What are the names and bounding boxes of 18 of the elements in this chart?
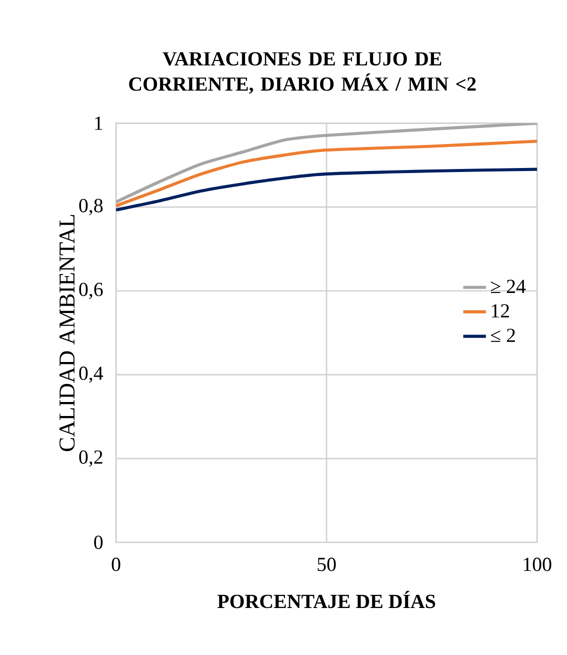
line-series bbox=[116, 123, 538, 204]
line-series bbox=[116, 140, 538, 208]
legend-label: ≤ 2 bbox=[490, 328, 515, 342]
y-axis-title: CALIDAD AMBIENTAL bbox=[60, 214, 75, 452]
y-tick-label: 0,4 bbox=[79, 366, 104, 383]
legend-label: ≥ 24 bbox=[490, 280, 526, 293]
y-tick-label: 1 bbox=[95, 116, 102, 130]
legend-label: 12 bbox=[492, 304, 509, 318]
y-tick-label: 0,2 bbox=[79, 450, 102, 467]
y-tick-label: 0,8 bbox=[79, 198, 103, 216]
x-tick-label: 50 bbox=[318, 558, 336, 572]
y-tick-label: 0 bbox=[94, 536, 103, 550]
x-tick-label: 0 bbox=[112, 558, 120, 572]
x-axis-title: PORCENTAJE DE DÍAS bbox=[218, 590, 436, 608]
x-tick-label: 100 bbox=[524, 558, 552, 572]
line-series bbox=[116, 168, 538, 212]
chart-title: VARIACIONES DE FLUJO DE CORRIENTE, DIARIO MÁX / MIN <2 bbox=[129, 52, 476, 94]
y-tick-label: 0,6 bbox=[79, 282, 103, 300]
